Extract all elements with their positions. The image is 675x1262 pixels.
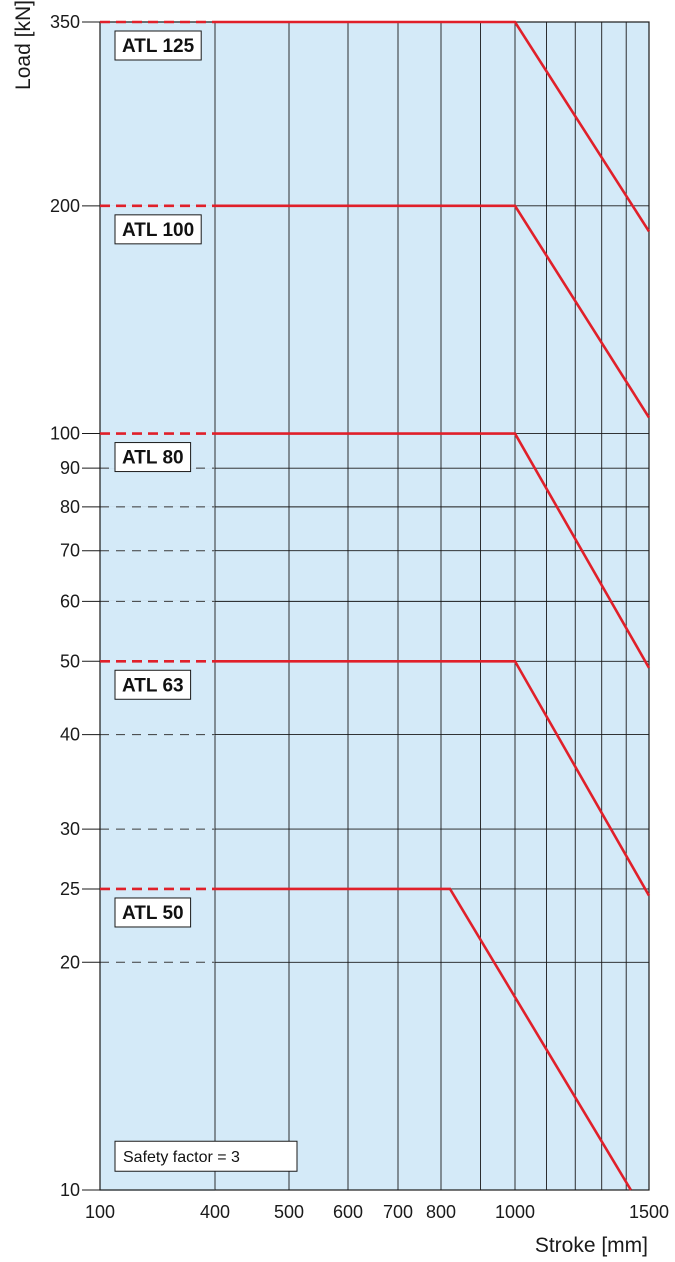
y-tick-label: 30 xyxy=(60,819,80,839)
series-label: ATL 80 xyxy=(122,448,184,469)
series-line xyxy=(215,432,651,669)
annotation-frame xyxy=(114,1140,298,1172)
y-tick-label: 40 xyxy=(60,725,80,745)
x-tick-labels: 100 400 500 600 700 800 1000 1500 xyxy=(85,1202,669,1222)
series-line xyxy=(215,659,651,897)
x-tick-label: 400 xyxy=(200,1202,230,1222)
series-labels: ATL 125 ATL 100 ATL 80 ATL 63 ATL 50 xyxy=(114,30,202,928)
y-tick-label: 350 xyxy=(50,12,80,32)
x-axis-title: Stroke [mm] xyxy=(535,1234,648,1257)
annotation-box: Safety factor = 3 xyxy=(114,1140,298,1172)
x-tick-label: 1000 xyxy=(495,1202,535,1222)
series-label: ATL 50 xyxy=(122,903,184,924)
series-line xyxy=(215,887,633,1191)
y-tick-label: 50 xyxy=(60,651,80,671)
series-line xyxy=(215,204,651,419)
y-tick-label: 25 xyxy=(60,879,80,899)
series-line xyxy=(215,20,651,233)
y-tick-label: 100 xyxy=(50,424,80,444)
y-tick-label: 200 xyxy=(50,196,80,216)
plot-background xyxy=(100,22,649,1190)
x-tick-label: 600 xyxy=(333,1202,363,1222)
y-tick-label: 90 xyxy=(60,458,80,478)
series-label-frame xyxy=(114,897,192,928)
y-tick-label: 80 xyxy=(60,497,80,517)
series-lines xyxy=(100,20,651,1191)
x-tick-label: 500 xyxy=(274,1202,304,1222)
series-label-frame xyxy=(114,669,192,700)
x-tick-label: 700 xyxy=(383,1202,413,1222)
series-label: ATL 63 xyxy=(122,675,184,696)
y-tick-label: 60 xyxy=(60,591,80,611)
series-label: ATL 125 xyxy=(122,36,195,57)
y-axis-title: Load [kN] xyxy=(12,0,35,90)
annotation-text: Safety factor = 3 xyxy=(123,1149,240,1166)
series-label-frame xyxy=(114,442,192,473)
y-tick-label: 10 xyxy=(60,1180,80,1200)
y-tick-label: 70 xyxy=(60,541,80,561)
x-tick-label: 1500 xyxy=(629,1202,669,1222)
series-label: ATL 100 xyxy=(122,220,194,241)
series-label-frame xyxy=(114,30,202,61)
x-tick-label: 100 xyxy=(85,1202,115,1222)
y-tick-label: 20 xyxy=(60,952,80,972)
y-tick-labels: 10 20 25 30 40 50 60 70 80 90 100 200 350 xyxy=(50,12,80,1200)
series-label-frame xyxy=(114,214,202,245)
x-tick-label: 800 xyxy=(426,1202,456,1222)
